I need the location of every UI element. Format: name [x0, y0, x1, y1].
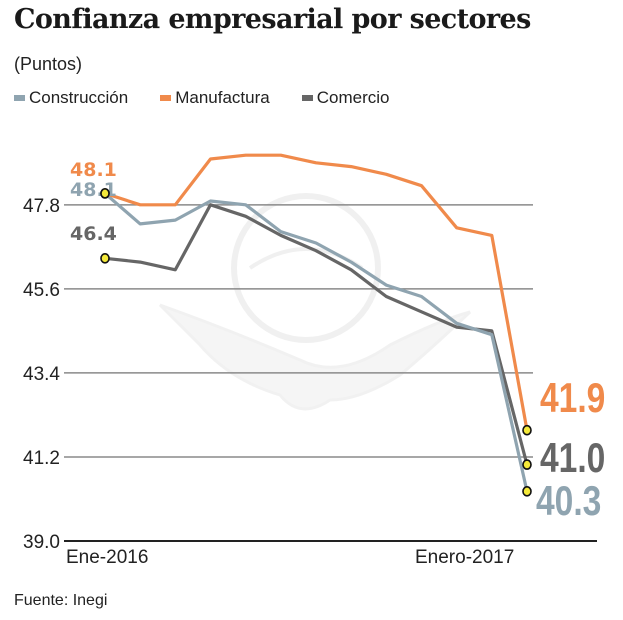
value-labels: 48.1 41.9 48.1 40.3 46.4 41.0: [70, 159, 605, 525]
x-tick-label: Ene-2016: [66, 547, 148, 568]
y-tick-label: 45.6: [23, 280, 60, 301]
chart-subtitle: (Puntos): [14, 54, 83, 74]
data-point-marker: [522, 459, 532, 470]
data-point-marker: [100, 253, 110, 264]
end-value-label: 41.9: [540, 376, 605, 422]
series-line-construcción: [103, 191, 529, 493]
legend-item-comercio: Comercio: [301, 88, 390, 108]
y-tick-label: 39.0: [23, 532, 60, 553]
x-tick-labels: Ene-2016 Enero-2017: [66, 547, 514, 568]
series-lines: [103, 153, 529, 493]
legend-item-manufactura: Manufactura: [160, 88, 270, 108]
series-line-manufactura: [103, 153, 529, 432]
legend-label: Comercio: [316, 88, 390, 107]
start-value-label: 48.1: [70, 159, 117, 181]
legend-swatch-manufactura: [160, 95, 172, 101]
legend-item-construccion: Construcción: [14, 88, 128, 108]
chart-title: Confianza empresarial por sectores: [14, 4, 531, 35]
legend: Construcción Manufactura Comercio: [14, 88, 421, 108]
legend-swatch-construccion: [14, 95, 25, 101]
data-point-marker: [100, 188, 110, 199]
end-value-label: 41.0: [540, 436, 605, 482]
data-point-marker: [522, 486, 532, 497]
x-tick-label: Enero-2017: [415, 547, 514, 568]
series-line-comercio: [103, 203, 529, 467]
series-markers: [100, 188, 532, 497]
start-value-label: 48.1: [70, 179, 117, 201]
legend-swatch-comercio: [301, 95, 313, 101]
watermark-eagle-icon: [158, 193, 472, 411]
legend-label: Construcción: [29, 88, 129, 107]
y-tick-label: 41.2: [23, 448, 60, 469]
data-point-marker: [522, 424, 532, 436]
legend-label: Manufactura: [175, 88, 270, 107]
end-value-label: 40.3: [536, 479, 601, 525]
start-value-label: 46.4: [70, 223, 117, 245]
y-tick-labels: 39.0 41.2 43.4 45.6 47.8: [23, 196, 60, 553]
y-tick-label: 43.4: [23, 364, 60, 385]
source-note: Fuente: Inegi: [14, 592, 108, 609]
y-tick-label: 47.8: [23, 196, 60, 217]
